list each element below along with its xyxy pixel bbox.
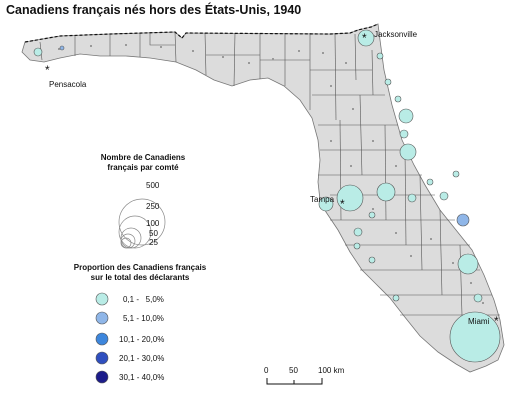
city-markers: * * * * [45, 31, 499, 328]
county-circle [407, 193, 417, 203]
county-circle [368, 256, 376, 264]
scale-bar: 0 50 100 km [264, 366, 345, 385]
color-legend-swatch [95, 292, 109, 306]
county-circle [439, 191, 449, 201]
county-circle [398, 108, 414, 124]
color-legend-swatch [95, 311, 109, 325]
color-legend-label: 30,1 - 40,0% [119, 373, 164, 382]
color-legend-swatch [95, 351, 109, 365]
county-circle [399, 143, 417, 161]
color-legend-label: 0,1 - 5,0% [123, 295, 164, 304]
county-circle [473, 293, 483, 303]
city-label-miami: Miami [468, 317, 490, 326]
size-legend-title-1: Nombre de Canadiens [101, 153, 186, 162]
proportional-circles [33, 29, 501, 363]
color-legend-swatch [95, 370, 109, 384]
city-marker-icon: * [45, 63, 50, 77]
county-circle [426, 178, 434, 186]
size-legend-circle [120, 237, 132, 249]
size-legend-value: 500 [146, 181, 160, 190]
county-circle [357, 29, 375, 47]
county-circle [376, 182, 396, 202]
city-label-tampa: Tampa [310, 195, 335, 204]
city-marker-icon: * [340, 197, 345, 211]
size-legend-circle [118, 198, 166, 246]
county-circle [59, 45, 65, 51]
florida-landmass [21, 23, 505, 373]
county-circle [353, 242, 361, 250]
scale-bar-tick: 0 [264, 366, 269, 375]
county-circle [353, 227, 363, 237]
size-legend-circle [120, 233, 136, 249]
county-circle [376, 52, 384, 60]
county-circle [452, 170, 460, 178]
size-legend-circle [120, 227, 142, 249]
size-legend-title-2: français par comté [107, 163, 179, 172]
size-legend-value: 250 [146, 202, 160, 211]
city-marker-icon: * [494, 314, 499, 328]
county-circle [457, 253, 479, 275]
county-circle [33, 47, 43, 57]
county-circle [368, 211, 376, 219]
county-seat-dots [58, 44, 484, 304]
color-legend-title-1: Proportion des Canadiens français [74, 263, 207, 272]
county-circle [449, 311, 501, 363]
color-legend-label: 10,1 - 20,0% [119, 335, 164, 344]
county-circle [318, 196, 334, 212]
city-label-pensacola: Pensacola [49, 80, 87, 89]
county-circle [336, 184, 364, 212]
color-legend-title-2: sur le total des déclarants [91, 273, 190, 282]
state-line [24, 23, 379, 43]
scale-bar-tick: 100 km [318, 366, 345, 375]
size-legend-circle [118, 215, 152, 249]
county-circle [384, 78, 392, 86]
color-legend-label: 5,1 - 10,0% [123, 314, 164, 323]
color-legend: Proportion des Canadiens français sur le… [74, 263, 207, 384]
county-circle [456, 213, 470, 227]
city-marker-icon: * [362, 31, 367, 45]
county-boundaries [39, 31, 500, 316]
size-legend-value: 25 [149, 238, 158, 247]
county-circle [394, 95, 402, 103]
size-legend-value: 100 [146, 219, 160, 228]
scale-bar-tick: 50 [289, 366, 298, 375]
city-label-jacksonville: Jacksonville [374, 30, 418, 39]
county-circle [392, 294, 400, 302]
size-legend-value: 50 [149, 229, 158, 238]
county-circle [399, 129, 409, 139]
map-title: Canadiens français nés hors des États-Un… [6, 3, 302, 17]
size-legend: Nombre de Canadiens français par comté 5… [101, 153, 186, 249]
color-legend-label: 20,1 - 30,0% [119, 354, 164, 363]
color-legend-swatch [95, 332, 109, 346]
